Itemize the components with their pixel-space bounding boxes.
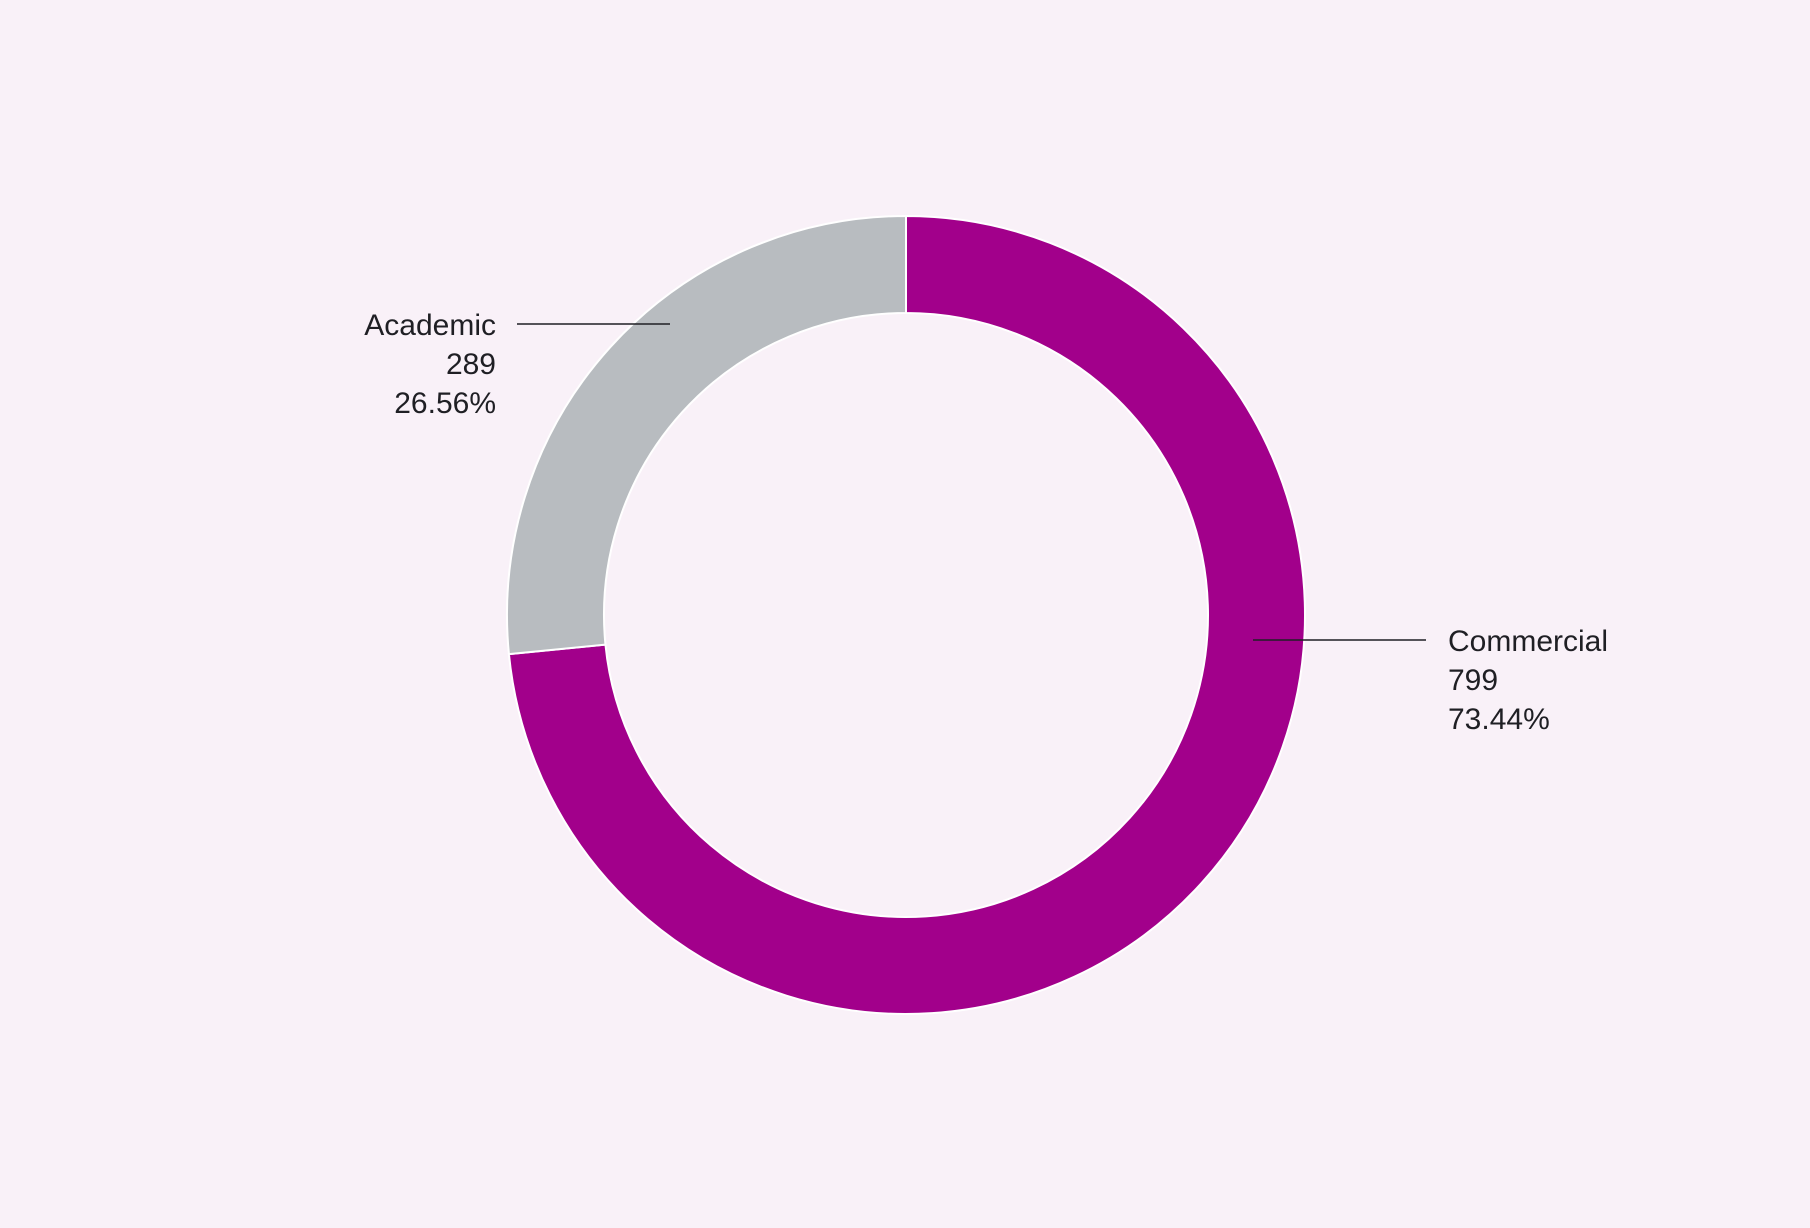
slice-percent-label: 26.56% — [394, 387, 496, 420]
slice-label-commercial: Commercial 799 73.44% — [1253, 625, 1608, 736]
slice-value-label: 289 — [446, 348, 496, 381]
slice-academic — [506, 214, 907, 656]
slice-commercial — [507, 214, 1306, 1015]
slice-name-label: Academic — [364, 309, 496, 342]
slice-value-label: 799 — [1448, 664, 1498, 697]
slices-layer — [506, 214, 1306, 1015]
slice-name-label: Commercial — [1448, 625, 1608, 658]
slice-percent-label: 73.44% — [1448, 703, 1550, 736]
labels-layer: Commercial 799 73.44% Academic 289 26.56% — [364, 309, 1608, 736]
slice-label-academic: Academic 289 26.56% — [364, 309, 670, 420]
